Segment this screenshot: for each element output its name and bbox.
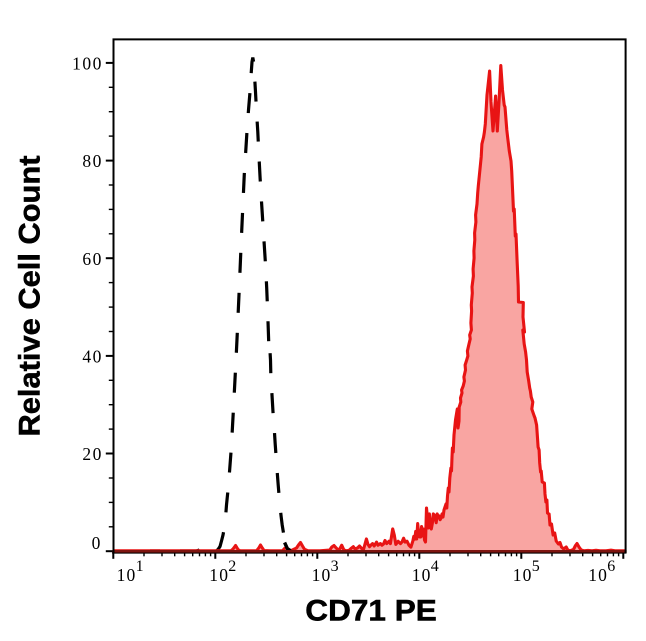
svg-text:20: 20 — [82, 444, 103, 464]
svg-text:Relative Cell Count: Relative Cell Count — [13, 155, 46, 436]
svg-text:10: 10 — [588, 565, 608, 585]
svg-text:10: 10 — [513, 565, 533, 585]
svg-text:10: 10 — [117, 565, 137, 585]
svg-text:0: 0 — [92, 533, 101, 553]
svg-text:100: 100 — [72, 54, 103, 74]
svg-text:1: 1 — [136, 558, 144, 575]
svg-text:80: 80 — [82, 151, 103, 171]
svg-text:5: 5 — [532, 558, 540, 575]
svg-text:3: 3 — [331, 558, 339, 575]
svg-text:10: 10 — [209, 565, 229, 585]
svg-text:10: 10 — [312, 565, 332, 585]
svg-text:CD71 PE: CD71 PE — [305, 595, 437, 628]
svg-text:60: 60 — [82, 249, 103, 269]
svg-text:4: 4 — [431, 558, 439, 575]
svg-text:6: 6 — [607, 558, 615, 575]
svg-text:10: 10 — [412, 565, 432, 585]
svg-text:40: 40 — [82, 347, 103, 367]
svg-text:2: 2 — [228, 558, 236, 575]
